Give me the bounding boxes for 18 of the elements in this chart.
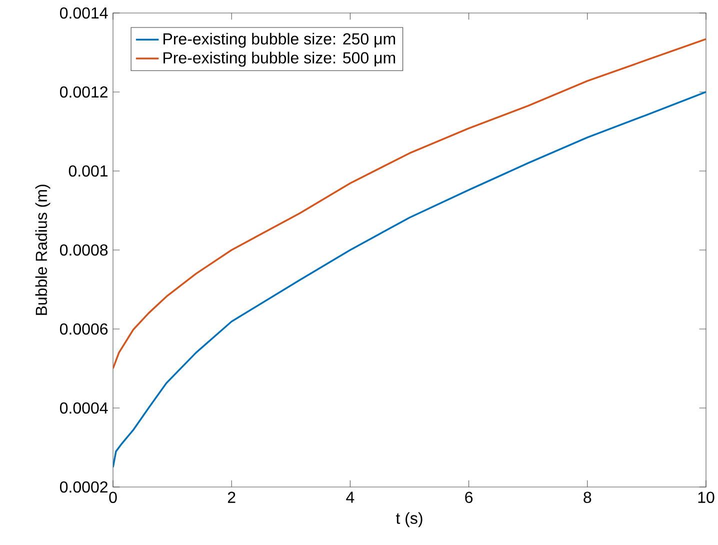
x-tick-label: 10 <box>698 492 714 504</box>
y-tick-label: 0.0014 <box>60 7 108 19</box>
y-tick-label: 0.001 <box>68 165 108 177</box>
y-tick-label: 0.0002 <box>60 481 108 493</box>
x-tick-label: 6 <box>465 492 473 504</box>
x-tick-label: 2 <box>228 492 236 503</box>
x-axis-title: t (s) <box>396 512 422 528</box>
y-tick-label: 0.0004 <box>60 402 108 414</box>
y-tick-label: 0.0008 <box>60 244 108 256</box>
line-series <box>113 91 706 468</box>
y-axis-title: Bubble Radius (m) <box>35 184 50 315</box>
y-tick-label: 0.0006 <box>60 323 108 335</box>
x-tick-label: 4 <box>346 492 354 503</box>
x-tick-label: 8 <box>584 492 592 504</box>
y-tick-label: 0.0012 <box>60 86 108 98</box>
legend-label: Pre-existing bubble size: 500 μm <box>164 52 396 67</box>
x-tick-label: 0 <box>109 492 117 504</box>
legend-label: Pre-existing bubble size: 250 μm <box>164 32 396 48</box>
